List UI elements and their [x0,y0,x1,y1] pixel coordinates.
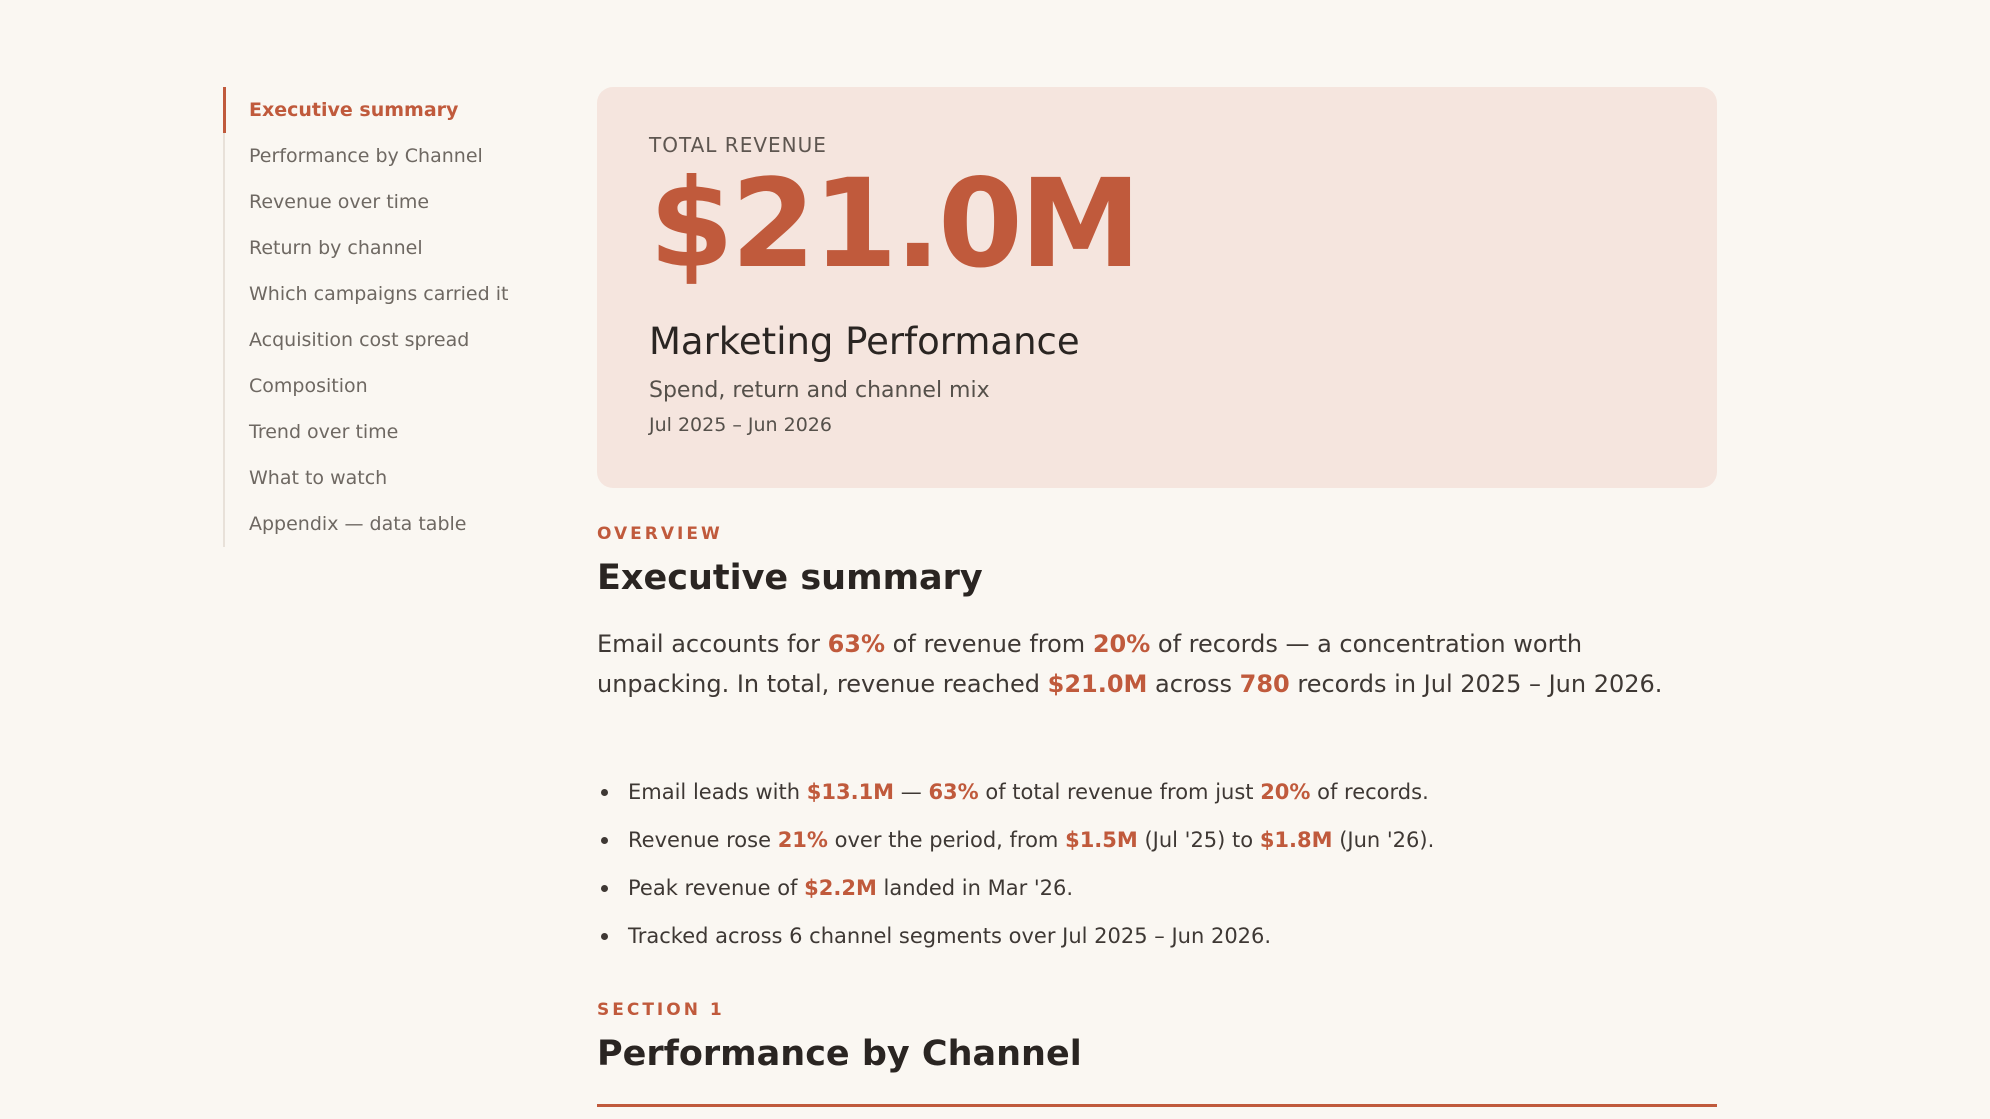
toc-item[interactable]: Return by channel [249,237,423,259]
section-eyebrow: OVERVIEW [597,524,723,544]
text-run: of revenue from [885,629,1093,658]
toc-item[interactable]: Trend over time [249,421,399,443]
highlight-figure: 20% [1092,629,1151,658]
text-run: landed in Mar '26. [876,875,1074,900]
finding-item: Tracked across 6 channel segments over J… [597,912,1717,960]
text-run: across [1147,669,1240,698]
section-1-header: SECTION 1 Performance by Channel [597,1002,1717,1074]
report-title: Marketing Performance [649,320,1080,363]
report-date-range: Jul 2025 – Jun 2026 [649,414,832,436]
hero-metric-label: TOTAL REVENUE [649,133,827,157]
highlight-figure: $1.8M [1259,827,1333,852]
section-title: Performance by Channel [597,1034,1082,1074]
toc-item[interactable]: Which campaigns carried it [249,283,509,305]
highlight-figure: $1.5M [1065,827,1138,852]
highlight-figure: 63% [827,629,886,658]
text-run: Email leads with [628,779,807,804]
text-run: Revenue rose [628,827,778,852]
toc-item[interactable]: Revenue over time [249,191,430,213]
section-title: Executive summary [597,558,983,598]
text-run: of records. [1310,779,1429,804]
highlight-figure: 21% [777,827,828,852]
toc-item[interactable]: Appendix — data table [249,513,467,535]
section-divider [597,1104,1717,1107]
hero-card: TOTAL REVENUE $21.0M Marketing Performan… [597,87,1717,488]
text-run: (Jul '25) to [1137,827,1260,852]
text-run: Email accounts for [597,629,828,658]
text-run: records in Jul 2025 – Jun 2026. [1289,669,1663,698]
text-run: (Jun '26). [1332,827,1435,852]
highlight-figure: 780 [1239,669,1290,698]
report-subtitle: Spend, return and channel mix [649,378,990,403]
text-run: over the period, from [827,827,1066,852]
finding-item: Peak revenue of $2.2M landed in Mar '26. [597,864,1717,912]
highlight-figure: 63% [928,779,979,804]
toc-item[interactable]: Acquisition cost spread [249,329,470,351]
text-run: of records — a concentration worth unpac… [597,629,1583,698]
summary-paragraph: Email accounts for 63% of revenue from 2… [597,624,1717,704]
section-eyebrow: SECTION 1 [597,1000,725,1020]
toc-item[interactable]: Executive summary [223,87,525,133]
text-run: Peak revenue of [628,875,805,900]
text-run: — [894,779,929,804]
finding-item: Revenue rose 21% over the period, from $… [597,816,1717,864]
text-run: of total revenue from just [978,779,1261,804]
toc-item[interactable]: Composition [249,375,368,397]
highlight-figure: 20% [1260,779,1311,804]
table-of-contents: Executive summary Performance by Channel R… [223,87,525,547]
highlight-figure: $2.2M [804,875,877,900]
highlight-figure: $13.1M [806,779,895,804]
highlight-figure: $21.0M [1047,669,1148,698]
toc-item[interactable]: What to watch [249,467,388,489]
toc-item[interactable]: Performance by Channel [249,145,483,167]
key-findings-list: Email leads with $13.1M — 63% of total r… [597,768,1717,960]
finding-item: Email leads with $13.1M — 63% of total r… [597,768,1717,816]
text-run: Tracked across 6 channel segments over J… [628,923,1272,948]
hero-metric-value: $21.0M [649,153,1141,295]
overview-section: OVERVIEW Executive summary Email account… [597,526,1717,960]
